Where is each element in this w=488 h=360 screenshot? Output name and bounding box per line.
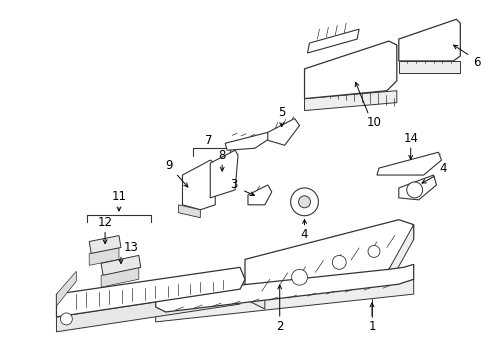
- Polygon shape: [244, 225, 413, 304]
- Polygon shape: [244, 284, 264, 309]
- Polygon shape: [89, 247, 119, 265]
- Text: 6: 6: [472, 57, 480, 69]
- Polygon shape: [244, 220, 413, 294]
- Polygon shape: [210, 150, 238, 198]
- Polygon shape: [56, 271, 76, 306]
- Text: 9: 9: [164, 159, 172, 172]
- Text: 13: 13: [123, 241, 138, 254]
- Circle shape: [406, 182, 422, 198]
- Polygon shape: [101, 267, 139, 287]
- Polygon shape: [101, 255, 141, 275]
- Polygon shape: [398, 19, 459, 61]
- Text: 7: 7: [204, 134, 212, 147]
- Circle shape: [291, 269, 307, 285]
- Polygon shape: [398, 61, 459, 73]
- Polygon shape: [56, 289, 240, 332]
- Circle shape: [367, 246, 379, 257]
- Text: 3: 3: [230, 179, 237, 192]
- Text: 8: 8: [218, 149, 225, 162]
- Text: 11: 11: [111, 190, 126, 203]
- Polygon shape: [388, 225, 413, 284]
- Text: 2: 2: [275, 320, 283, 333]
- Circle shape: [290, 188, 318, 216]
- Polygon shape: [56, 267, 244, 317]
- Polygon shape: [247, 185, 271, 205]
- Text: 14: 14: [403, 132, 417, 145]
- Polygon shape: [155, 264, 413, 312]
- Polygon shape: [182, 160, 215, 210]
- Text: 4: 4: [439, 162, 447, 175]
- Circle shape: [332, 255, 346, 269]
- Polygon shape: [267, 118, 299, 145]
- Polygon shape: [376, 152, 441, 175]
- Polygon shape: [398, 175, 436, 200]
- Polygon shape: [224, 132, 269, 150]
- Text: 4: 4: [300, 228, 307, 241]
- Text: 12: 12: [98, 216, 112, 229]
- Circle shape: [61, 313, 72, 325]
- Polygon shape: [178, 205, 200, 218]
- Polygon shape: [304, 91, 396, 111]
- Polygon shape: [89, 235, 121, 253]
- Text: 5: 5: [278, 106, 285, 119]
- Polygon shape: [155, 279, 413, 322]
- Polygon shape: [307, 29, 358, 53]
- Circle shape: [298, 196, 310, 208]
- Text: 1: 1: [367, 320, 375, 333]
- Text: 10: 10: [366, 116, 381, 129]
- Polygon shape: [304, 41, 396, 99]
